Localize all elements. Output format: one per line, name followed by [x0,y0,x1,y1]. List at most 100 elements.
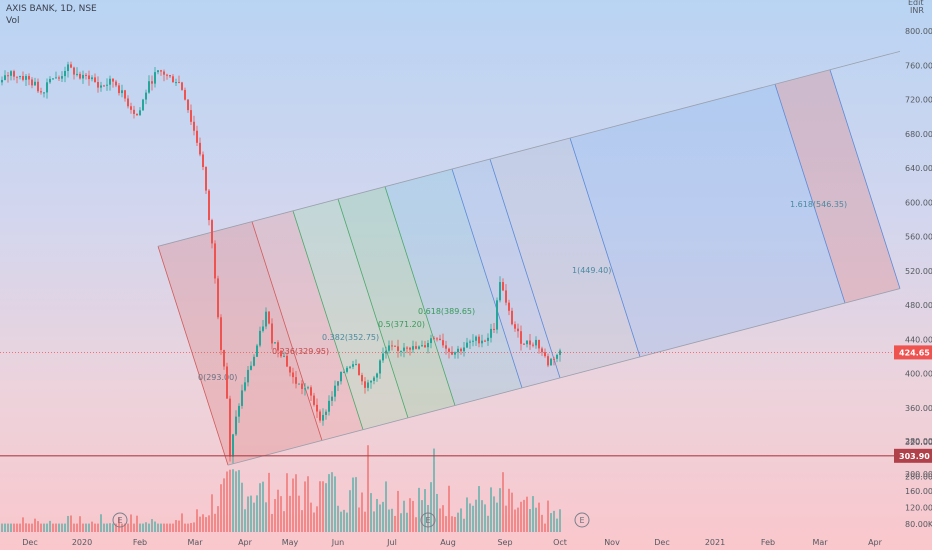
fib-channel-band [158,221,322,466]
candle-body [178,82,180,84]
y-tick-label: 600.00 [905,198,932,207]
volume-bar [100,514,102,532]
candle-body [199,142,201,155]
fib-channel-upper-line [157,50,901,247]
volume-bar [70,515,72,532]
fib-level-label: 0.5(371.20) [378,320,425,329]
volume-bar [181,513,183,532]
volume-bar [361,492,363,532]
candle-body [469,341,471,343]
candle-body [286,355,288,367]
candle-body [97,82,99,88]
volume-bar [328,474,330,532]
volume-bar [184,523,186,532]
volume-indicator-label[interactable]: Vol [6,16,20,26]
volume-bar [217,506,219,532]
candle-body [370,380,372,383]
volume-bar [82,523,84,532]
x-tick-label: Jul [386,538,397,547]
candle-body [334,385,336,397]
candle-body [364,381,366,388]
volume-bar [208,515,210,532]
x-tick-label: 2020 [72,538,92,547]
earnings-marker-label: E [117,516,122,525]
candle-body [316,404,318,412]
candle-body [331,396,333,401]
volume-bar [409,498,411,532]
candle-body [253,356,255,366]
volume-bar [313,512,315,532]
candle-body [139,110,141,116]
volume-bar [253,502,255,532]
volume-bar [229,469,231,532]
fib-channel-lower-line [227,288,901,466]
volume-bar [97,523,99,532]
volume-bar [154,521,156,532]
volume-bar [394,515,396,532]
x-tick-label: Apr [238,538,253,547]
volume-bar [370,493,372,532]
candle-body [193,121,195,131]
volume-bar [250,495,252,532]
volume-bar [76,523,78,532]
candle-body [424,345,426,348]
candle-body [421,345,423,347]
volume-bar [454,516,456,532]
volume-bar [295,474,297,532]
candle-body [91,77,93,80]
candle-body [175,82,177,84]
volume-bar [172,523,174,532]
volume-bar [139,523,141,532]
fib-level-label: 0.382(352.75) [322,333,379,342]
y-tick-label: 720.00 [905,96,932,105]
volume-bar [325,483,327,532]
volume-bar [556,518,558,532]
volume-bar [502,472,504,532]
x-tick-label: 2021 [705,538,725,547]
candle-body [475,336,477,341]
volume-bar [391,508,393,532]
volume-bar [163,523,165,532]
candle-body [442,340,444,346]
candle-body [196,130,198,143]
candle-body [205,167,207,191]
volume-bar [280,496,282,532]
volume-bar [49,520,51,532]
volume-bar [469,503,471,532]
candle-body [304,388,306,390]
volume-bar [124,523,126,532]
candle-body [109,78,111,85]
candle-body [358,364,360,376]
candle-body [1,79,3,83]
fib-level-line [384,186,456,406]
candle-body [244,382,246,391]
candle-body [256,345,258,357]
volume-bar [283,511,285,532]
candle-body [457,348,459,353]
volume-bar [274,499,276,532]
fib-level-line [489,158,561,379]
candle-body [373,377,375,381]
candle-body [385,350,387,354]
candle-body [538,339,540,349]
candle-body [472,340,474,342]
candle-body [448,348,450,352]
y-tick-label: 800.00 [905,27,932,36]
volume-bar [403,500,405,532]
candle-body [181,82,183,90]
earnings-marker-icon [112,512,128,528]
candle-body [433,338,435,340]
x-tick-label: Nov [604,538,620,547]
volume-bar [463,518,465,532]
candle-body [460,348,462,352]
volume-bar [505,505,507,532]
volume-bar [190,523,192,532]
x-tick-label: Apr [868,538,883,547]
volume-bar [439,508,441,532]
candle-body [451,351,453,355]
candle-body [505,290,507,303]
candle-body [544,352,546,357]
volume-bar [259,483,261,532]
